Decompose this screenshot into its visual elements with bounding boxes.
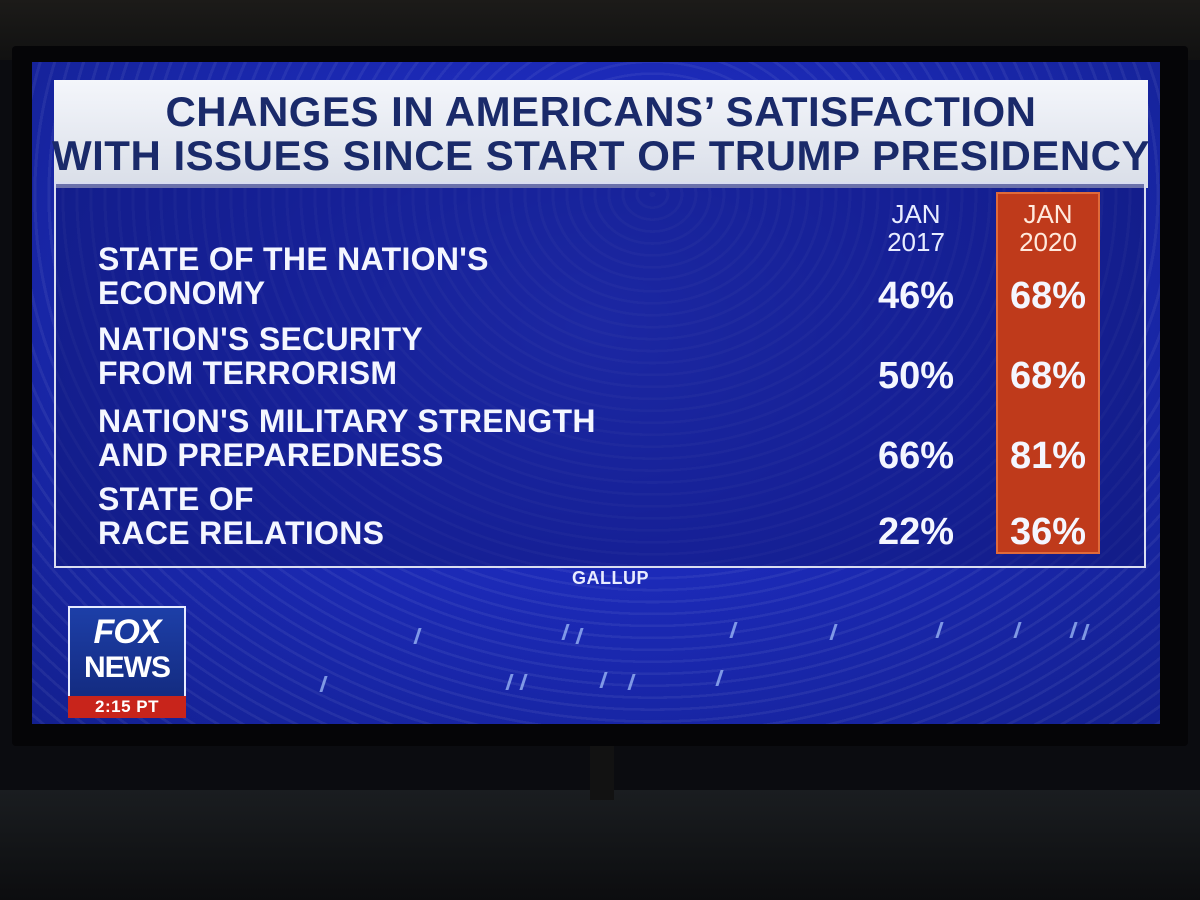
row-label-line: RACE RELATIONS xyxy=(98,515,385,551)
logo-fox-text: FOX xyxy=(93,613,162,651)
jan-2020-highlight-column xyxy=(996,192,1100,554)
table-row-terrorism: NATION'S SECURITY FROM TERRORISM 50% 68% xyxy=(56,322,1144,402)
value-jan-2017: 50% xyxy=(877,355,955,397)
logo-news-text: NEWS xyxy=(84,651,171,684)
row-label-line: NATION'S SECURITY xyxy=(98,321,424,357)
column-header-year: 2017 xyxy=(887,227,945,257)
data-table: JAN 2017 JAN 2020 STATE OF THE NATION'S … xyxy=(54,182,1146,568)
table-row-race-relations: STATE OF RACE RELATIONS 22% 36% xyxy=(56,482,1144,562)
column-header-jan-2017: JAN 2017 xyxy=(861,200,971,256)
row-label-line: FROM TERRORISM xyxy=(98,355,398,391)
decorative-dash xyxy=(1013,622,1022,638)
decorative-dash xyxy=(413,628,422,644)
decorative-dash xyxy=(1081,624,1090,640)
row-label: STATE OF THE NATION'S ECONOMY xyxy=(98,242,489,310)
decorative-dash xyxy=(575,628,584,644)
value-jan-2017: 46% xyxy=(877,275,955,317)
source-label: GALLUP xyxy=(572,568,649,588)
row-label: NATION'S MILITARY STRENGTH AND PREPAREDN… xyxy=(98,404,596,472)
decorative-dash xyxy=(729,622,738,638)
row-label: STATE OF RACE RELATIONS xyxy=(98,482,384,550)
decorative-dash xyxy=(935,622,944,638)
row-label-line: ECONOMY xyxy=(98,275,266,311)
row-label-line: STATE OF THE NATION'S xyxy=(98,241,489,277)
decorative-dash xyxy=(505,674,514,690)
column-header-month: JAN xyxy=(1023,199,1073,229)
decorative-dash xyxy=(715,670,724,686)
row-label: NATION'S SECURITY FROM TERRORISM xyxy=(98,322,423,390)
furniture-surface xyxy=(0,790,1200,900)
decorative-dash xyxy=(599,672,608,688)
value-jan-2020: 68% xyxy=(1009,275,1087,317)
title-banner: CHANGES IN AMERICANS’ SATISFACTION WITH … xyxy=(51,80,1151,188)
tv-screen: CHANGES IN AMERICANS’ SATISFACTION WITH … xyxy=(32,62,1160,724)
title-line-1: CHANGES IN AMERICANS’ SATISFACTION xyxy=(165,88,1037,135)
row-label-line: AND PREPAREDNESS xyxy=(98,437,444,473)
value-jan-2020: 68% xyxy=(1009,355,1087,397)
table-row-military: NATION'S MILITARY STRENGTH AND PREPAREDN… xyxy=(56,404,1144,484)
decorative-dash xyxy=(627,674,636,690)
column-header-jan-2020: JAN 2020 xyxy=(993,200,1103,256)
title-line-2: WITH ISSUES SINCE START OF TRUMP PRESIDE… xyxy=(51,132,1151,179)
value-jan-2017: 66% xyxy=(877,435,955,477)
time-badge: 2:15 PT xyxy=(68,696,186,718)
row-label-line: STATE OF xyxy=(98,481,254,517)
column-header-month: JAN xyxy=(891,199,941,229)
decorative-dash xyxy=(561,624,570,640)
column-header-year: 2020 xyxy=(1019,227,1077,257)
decorative-dash xyxy=(519,674,528,690)
tv-stand xyxy=(590,740,614,800)
decorative-dash xyxy=(829,624,838,640)
decorative-dash xyxy=(1069,622,1078,638)
value-jan-2017: 22% xyxy=(877,511,955,553)
decorative-dash xyxy=(319,676,328,692)
table-row-economy: STATE OF THE NATION'S ECONOMY 46% 68% xyxy=(56,242,1144,322)
value-jan-2020: 36% xyxy=(1009,511,1087,553)
row-label-line: NATION'S MILITARY STRENGTH xyxy=(98,403,596,439)
value-jan-2020: 81% xyxy=(1009,435,1087,477)
